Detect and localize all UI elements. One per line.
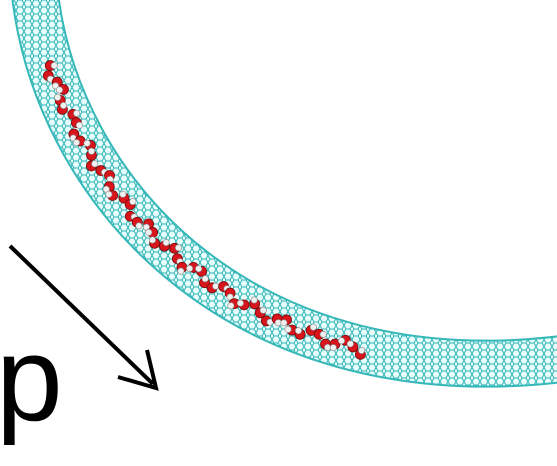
- hydrogen-atom: [51, 62, 57, 68]
- hydrogen-atom: [74, 110, 80, 116]
- hydrogen-atom: [178, 268, 184, 274]
- hydrogen-atom: [338, 338, 344, 344]
- hydrogen-atom: [186, 265, 192, 271]
- hydrogen-atom: [136, 223, 142, 229]
- hydrogen-atom: [330, 344, 336, 350]
- hydrogen-atom: [237, 300, 243, 306]
- hydrogen-atom: [56, 87, 62, 93]
- hydrogen-atom: [320, 331, 326, 337]
- hydrogen-atom: [84, 140, 90, 146]
- hydrogen-atom: [163, 239, 169, 245]
- hydrogen-atom: [73, 139, 79, 145]
- hydrogen-atom: [260, 307, 266, 313]
- hydrogen-atom: [285, 326, 291, 332]
- hydrogen-atom: [54, 94, 60, 100]
- p-label: p: [0, 312, 63, 446]
- hydrogen-atom: [149, 237, 155, 243]
- hydrogen-atom: [281, 320, 287, 326]
- hydrogen-atom: [213, 283, 219, 289]
- hydrogen-atom: [358, 347, 364, 353]
- hydrogen-atom: [130, 198, 136, 204]
- nanotube: [35, 0, 557, 364]
- hydrogen-atom: [175, 245, 181, 251]
- hydrogen-atom: [251, 297, 257, 303]
- hydrogen-atom: [92, 161, 98, 167]
- hydrogen-atom: [60, 102, 66, 108]
- hydrogen-atom: [106, 191, 112, 197]
- hydrogen-atom: [145, 229, 151, 235]
- hydrogen-atom: [88, 148, 94, 154]
- hydrogen-atom: [202, 276, 208, 282]
- hydrogen-atom: [295, 327, 301, 333]
- hydrogen-atom: [120, 191, 126, 197]
- hydrogen-atom: [347, 341, 353, 347]
- hydrogen-atom: [310, 324, 316, 330]
- hydrogen-atom: [195, 266, 201, 272]
- scene: p: [0, 0, 557, 466]
- hydrogen-atom: [76, 122, 82, 128]
- hydrogen-atom: [228, 303, 234, 309]
